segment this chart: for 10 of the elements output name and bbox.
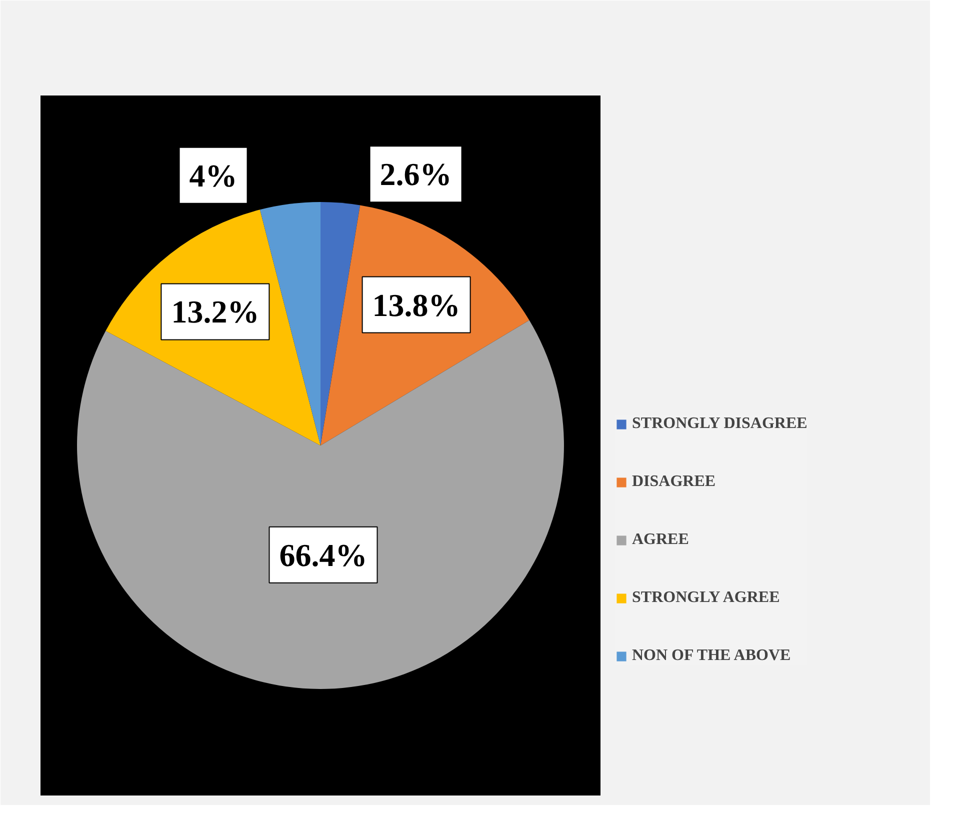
data-label: 66.4% — [279, 536, 368, 573]
data-label: 13.8% — [372, 286, 460, 323]
legend-label: STRONGLY DISAGREE — [632, 415, 808, 433]
legend-label: NON OF THE ABOVE — [632, 647, 791, 665]
data-label: 4% — [189, 157, 238, 194]
legend-label: DISAGREE — [632, 473, 716, 491]
data-label: 2.6% — [380, 156, 452, 192]
legend-label: STRONGLY AGREE — [632, 589, 780, 607]
legend-label: AGREE — [632, 531, 689, 549]
data-label: 13.2% — [171, 294, 260, 330]
